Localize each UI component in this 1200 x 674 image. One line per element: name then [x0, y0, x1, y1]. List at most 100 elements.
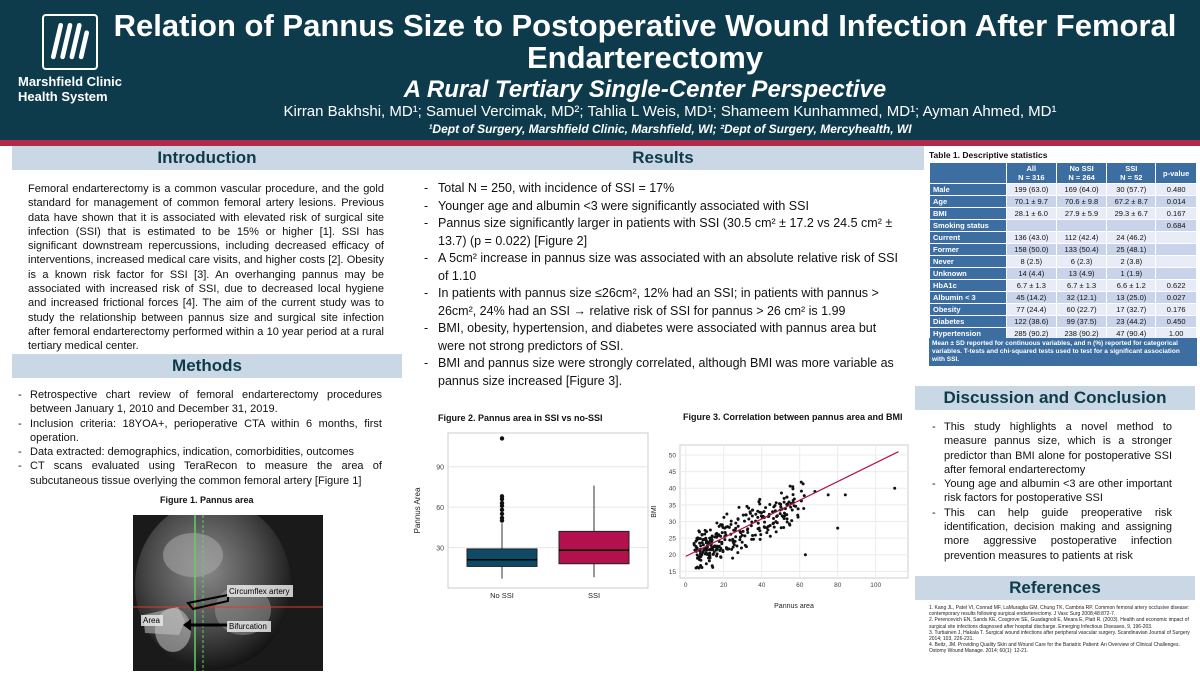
- table-cell: 133 (50.4): [1055, 243, 1108, 256]
- scatter-point: [698, 541, 702, 545]
- scatter-point: [758, 529, 762, 533]
- table-cell: 27.9 ± 5.9: [1055, 207, 1108, 220]
- scatter-point: [782, 525, 786, 529]
- table-cell: 0.014: [1155, 195, 1197, 208]
- scatter-point: [826, 493, 830, 497]
- table-row-label: Male: [929, 183, 1007, 196]
- scatter-point: [747, 517, 751, 521]
- table-cell: 28.1 ± 6.0: [1005, 207, 1057, 220]
- scatter-point: [766, 524, 770, 528]
- scatter-point: [774, 530, 778, 534]
- scatter-point: [779, 505, 783, 509]
- scatter-point: [715, 531, 719, 535]
- figure1-caption: Figure 1. Pannus area: [160, 495, 254, 505]
- table-row: Smoking status 0.684: [929, 219, 1197, 232]
- scatter-point: [731, 556, 735, 560]
- table-cell: 2 (3.8): [1106, 255, 1157, 268]
- table-row: Albumin < 3 45 (14.2) 32 (12.1) 13 (25.0) 0.…: [929, 291, 1197, 304]
- table-cell: 24 (46.2): [1106, 231, 1157, 244]
- reference-item: 2. Perencevich EN, Sands KE, Cosgrove SE…: [929, 617, 1189, 630]
- box: [466, 548, 538, 567]
- scatter-point: [780, 514, 784, 518]
- x-axis-label: Pannus area: [774, 603, 814, 610]
- results-item: BMI, obesity, hypertension, and diabetes…: [420, 320, 904, 355]
- poster-title: Relation of Pannus Size to Postoperative…: [113, 8, 1177, 75]
- y-tick-label: 90: [436, 465, 444, 472]
- table-cell: 8 (2.5): [1005, 255, 1057, 268]
- table-cell: [1155, 267, 1197, 280]
- scatter-point: [785, 495, 789, 499]
- scatter-point: [736, 551, 740, 555]
- table-cell: [1155, 231, 1197, 244]
- scatter-point: [703, 552, 707, 556]
- scatter-point: [708, 536, 712, 540]
- scatter-point: [707, 559, 711, 563]
- outlier-point: [499, 500, 505, 506]
- scatter-point: [721, 550, 725, 554]
- scatter-point: [788, 484, 792, 488]
- scatter-point: [719, 546, 723, 550]
- scatter-point: [727, 547, 731, 551]
- results-item: Pannus size significantly larger in pati…: [420, 215, 904, 250]
- scatter-point: [704, 562, 708, 566]
- org-name-line1: Marshfield Clinic: [18, 74, 123, 89]
- scatter-point: [750, 537, 754, 541]
- table-cell: 70.1 ± 9.7: [1005, 195, 1057, 208]
- scatter-point: [729, 519, 733, 523]
- x-tick-label: SSI: [588, 591, 600, 600]
- scatter-point: [779, 526, 783, 530]
- discussion-item: Young age and albumin <3 are other impor…: [932, 477, 1172, 506]
- outlier-point: [499, 436, 505, 441]
- ct-scan-image: Circumflex artery Area Bifurcation: [133, 515, 323, 671]
- table-cell: 6.7 ± 1.3: [1005, 279, 1057, 292]
- table-cell: 0.480: [1155, 183, 1197, 196]
- scatter-point: [741, 529, 745, 533]
- scatter-point: [764, 506, 768, 510]
- scatter-point: [763, 525, 767, 529]
- scatter-point: [788, 523, 792, 527]
- results-item: In patients with pannus size ≤26cm², 12%…: [420, 285, 904, 320]
- scatter-point: [703, 528, 707, 532]
- scatter-point: [778, 512, 782, 516]
- scatter-point: [772, 517, 776, 521]
- scatter-point: [738, 535, 742, 539]
- y-tick-label: 40: [669, 486, 677, 493]
- table-row: Male 199 (63.0) 169 (64.0) 30 (57.7) 0.480: [929, 183, 1197, 196]
- scatter-point: [694, 545, 698, 549]
- table-cell: 0.622: [1155, 279, 1197, 292]
- table-row: Diabetes 122 (38.6) 99 (37.5) 23 (44.2) 0.45…: [929, 315, 1197, 328]
- scatter-point: [715, 521, 719, 525]
- table-cell: 122 (38.6): [1005, 315, 1057, 328]
- introduction-text: Femoral endarterectomy is a common vascu…: [28, 183, 384, 353]
- table-header-cell: No SSI N = 264: [1055, 162, 1108, 184]
- scatter-point: [753, 533, 757, 537]
- scatter-point: [699, 563, 703, 567]
- table-cell: 169 (64.0): [1055, 183, 1108, 196]
- scatter-point: [785, 520, 789, 524]
- scatter-point: [796, 507, 800, 511]
- scatter-point: [741, 513, 745, 517]
- scatter-point: [701, 543, 705, 547]
- scatter-point: [789, 505, 793, 509]
- scatter-point: [700, 533, 704, 537]
- table-cell: 67.2 ± 8.7: [1106, 195, 1157, 208]
- scatter-point: [723, 538, 727, 542]
- scatter-point: [728, 538, 732, 542]
- scatter-point: [794, 504, 798, 508]
- scatter-point: [751, 534, 755, 538]
- x-tick-label: 20: [720, 582, 728, 589]
- table-cell: 13 (25.0): [1106, 291, 1157, 304]
- scatter-point: [695, 553, 699, 557]
- scatter-point: [738, 530, 742, 534]
- scatter-point: [762, 510, 766, 514]
- figure3-scatter: 0 20 40 60 80 100 15 20 25 30 35 40 45 50 Pannus area B…: [651, 444, 909, 610]
- y-tick-label: 15: [669, 569, 677, 576]
- scatter-point: [717, 533, 721, 537]
- scatter-point: [731, 539, 735, 543]
- table-row: HbA1c 6.7 ± 1.3 6.7 ± 1.3 6.6 ± 1.2 0.622: [929, 279, 1197, 292]
- table-cell: 32 (12.1): [1055, 291, 1108, 304]
- table-cell: 0.167: [1155, 207, 1197, 220]
- table-cell: 136 (43.0): [1005, 231, 1057, 244]
- scatter-point: [699, 544, 703, 548]
- table-header-cell: SSI N = 52: [1106, 162, 1157, 184]
